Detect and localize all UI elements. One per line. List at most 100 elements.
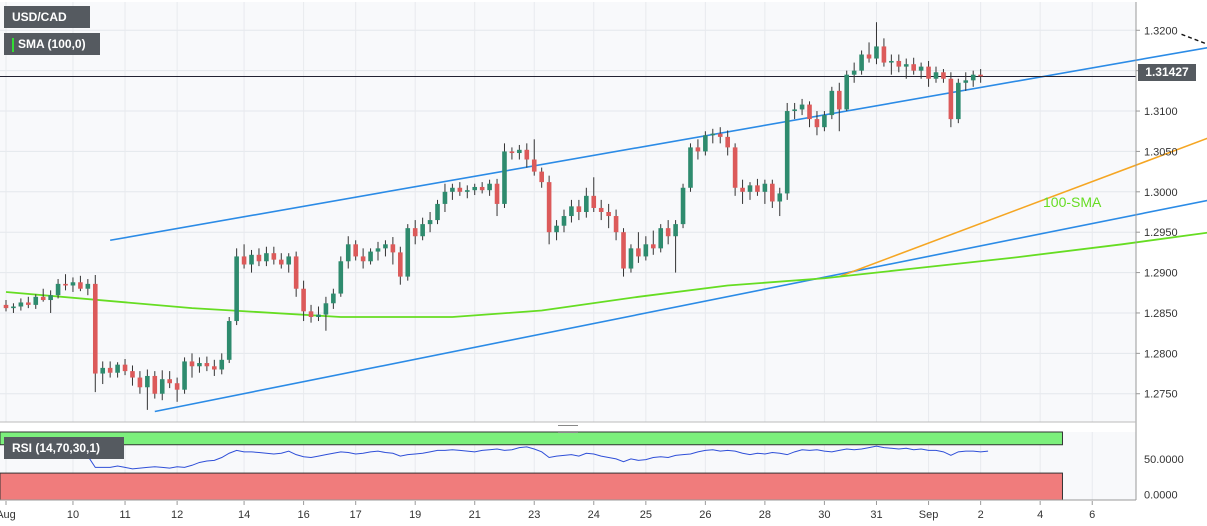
candle-bull [85, 283, 91, 289]
candle-bear [665, 228, 671, 237]
candle-bull [710, 133, 716, 136]
y-tick-label: 1.2850 [1144, 308, 1178, 320]
candle-bull [472, 186, 478, 191]
support-line [838, 137, 1207, 278]
candle-bear [926, 66, 931, 79]
candle-bear [308, 311, 314, 317]
x-tick-label: 17 [350, 509, 362, 521]
y-tick-label: 1.2900 [1144, 268, 1178, 280]
candle-bear [494, 183, 500, 204]
candle-bull [219, 359, 225, 370]
candle-bear [539, 171, 544, 183]
candle-bear [836, 90, 842, 110]
candle-bull [55, 283, 61, 296]
candle-bull [33, 296, 39, 305]
candle-bear [621, 232, 626, 269]
y-tick-label: 1.3000 [1144, 187, 1178, 199]
candle-bull [18, 302, 24, 307]
pane-resize-handle[interactable] [558, 425, 578, 433]
y-tick-label: 1.2950 [1144, 227, 1178, 239]
candle-bear [63, 283, 68, 286]
candle-bull [851, 70, 857, 75]
candle-bull [487, 183, 492, 191]
candle-bull [323, 303, 329, 315]
candle-bear [807, 104, 812, 120]
candle-bull [405, 228, 411, 277]
sma-color-swatch [12, 37, 14, 52]
candle-bear [301, 288, 306, 312]
symbol-label: USD/CAD [4, 6, 90, 28]
candle-bull [450, 187, 455, 192]
sma-line [5, 231, 1207, 318]
grid [0, 2, 1136, 500]
x-tick-label: 14 [238, 509, 250, 521]
candle-bull [799, 104, 805, 110]
x-tick-label: 6 [1089, 509, 1095, 521]
rsi-overbought-zone [0, 431, 1063, 446]
candle-bear [546, 182, 552, 233]
x-tick-label: 26 [699, 509, 711, 521]
x-tick-label: 24 [588, 509, 600, 521]
candle-bear [3, 304, 9, 309]
candle-bull [226, 321, 232, 360]
candle-bear [740, 187, 745, 192]
rsi-line [5, 445, 989, 470]
candle-bear [137, 377, 143, 388]
candle-bear [606, 212, 611, 217]
candle-bear [212, 366, 217, 370]
candle-bull [11, 306, 16, 309]
candle-bear [174, 383, 180, 390]
candle-bull [286, 256, 292, 265]
candle-bull [115, 364, 120, 373]
x-tick-label: 12 [171, 509, 183, 521]
candle-bull [889, 60, 894, 63]
candle-bear [978, 74, 983, 77]
candle-bear [278, 259, 284, 265]
y-tick-label: 1.2750 [1144, 389, 1178, 401]
x-tick-label: Aug [0, 509, 16, 521]
x-tick-label: 11 [119, 509, 130, 521]
candle-bull [331, 293, 336, 304]
candle-bear [911, 64, 916, 71]
x-tick-label: 19 [409, 509, 421, 521]
candle-bear [107, 367, 113, 373]
trend-lines [0, 33, 1207, 413]
symbol-text: USD/CAD [12, 10, 67, 24]
candle-bull [822, 115, 827, 128]
candle-bear [524, 149, 530, 160]
candle-bear [598, 207, 604, 212]
y-tick-label: 1.2800 [1144, 348, 1178, 360]
candle-bull [383, 244, 388, 249]
candle-bear [26, 302, 31, 305]
candle-bull [859, 54, 864, 71]
candles [3, 22, 983, 410]
candle-bear [241, 256, 247, 265]
candle-bull [956, 82, 961, 120]
candle-bear [130, 371, 135, 378]
main-plot-area [0, 2, 1136, 422]
candle-bear [755, 185, 760, 192]
candle-bull [435, 203, 440, 221]
candle-bear [40, 296, 46, 301]
candle-bear [896, 60, 902, 67]
candle-bear [457, 187, 463, 192]
candle-bull [933, 72, 939, 79]
candle-bear [256, 254, 262, 262]
candle-bull [182, 361, 187, 390]
channel-upper-line [110, 46, 1207, 242]
candle-bull [100, 367, 106, 374]
candle-bull [688, 147, 693, 188]
x-tick-label: 23 [528, 509, 540, 521]
candle-bear [204, 363, 210, 367]
candle-bull [375, 248, 381, 252]
candle-bull [234, 256, 239, 322]
x-tick-label: 2 [978, 509, 984, 521]
candle-bear [390, 244, 396, 253]
candle-bull [762, 183, 768, 192]
candle-bear [152, 375, 158, 394]
rsi-oversold-zone [0, 472, 1063, 501]
candle-bear [293, 256, 299, 289]
candle-bear [650, 244, 656, 249]
candle-bear [881, 46, 887, 63]
candle-bear [122, 364, 128, 372]
